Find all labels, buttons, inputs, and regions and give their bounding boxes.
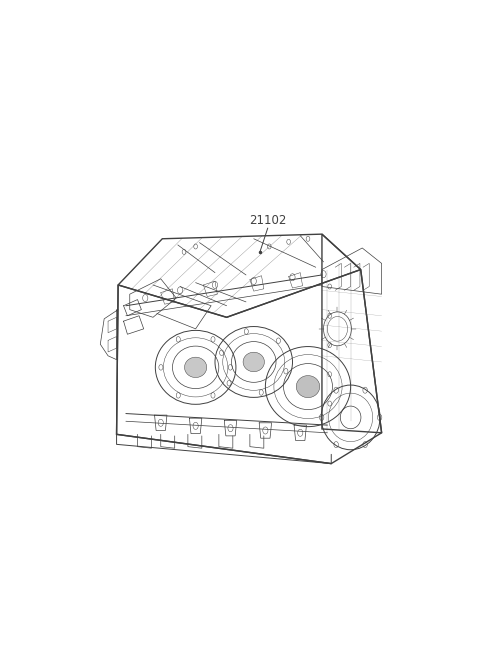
Ellipse shape: [243, 352, 264, 371]
Text: 21102: 21102: [249, 214, 287, 227]
Ellipse shape: [184, 357, 207, 377]
Ellipse shape: [296, 375, 320, 398]
